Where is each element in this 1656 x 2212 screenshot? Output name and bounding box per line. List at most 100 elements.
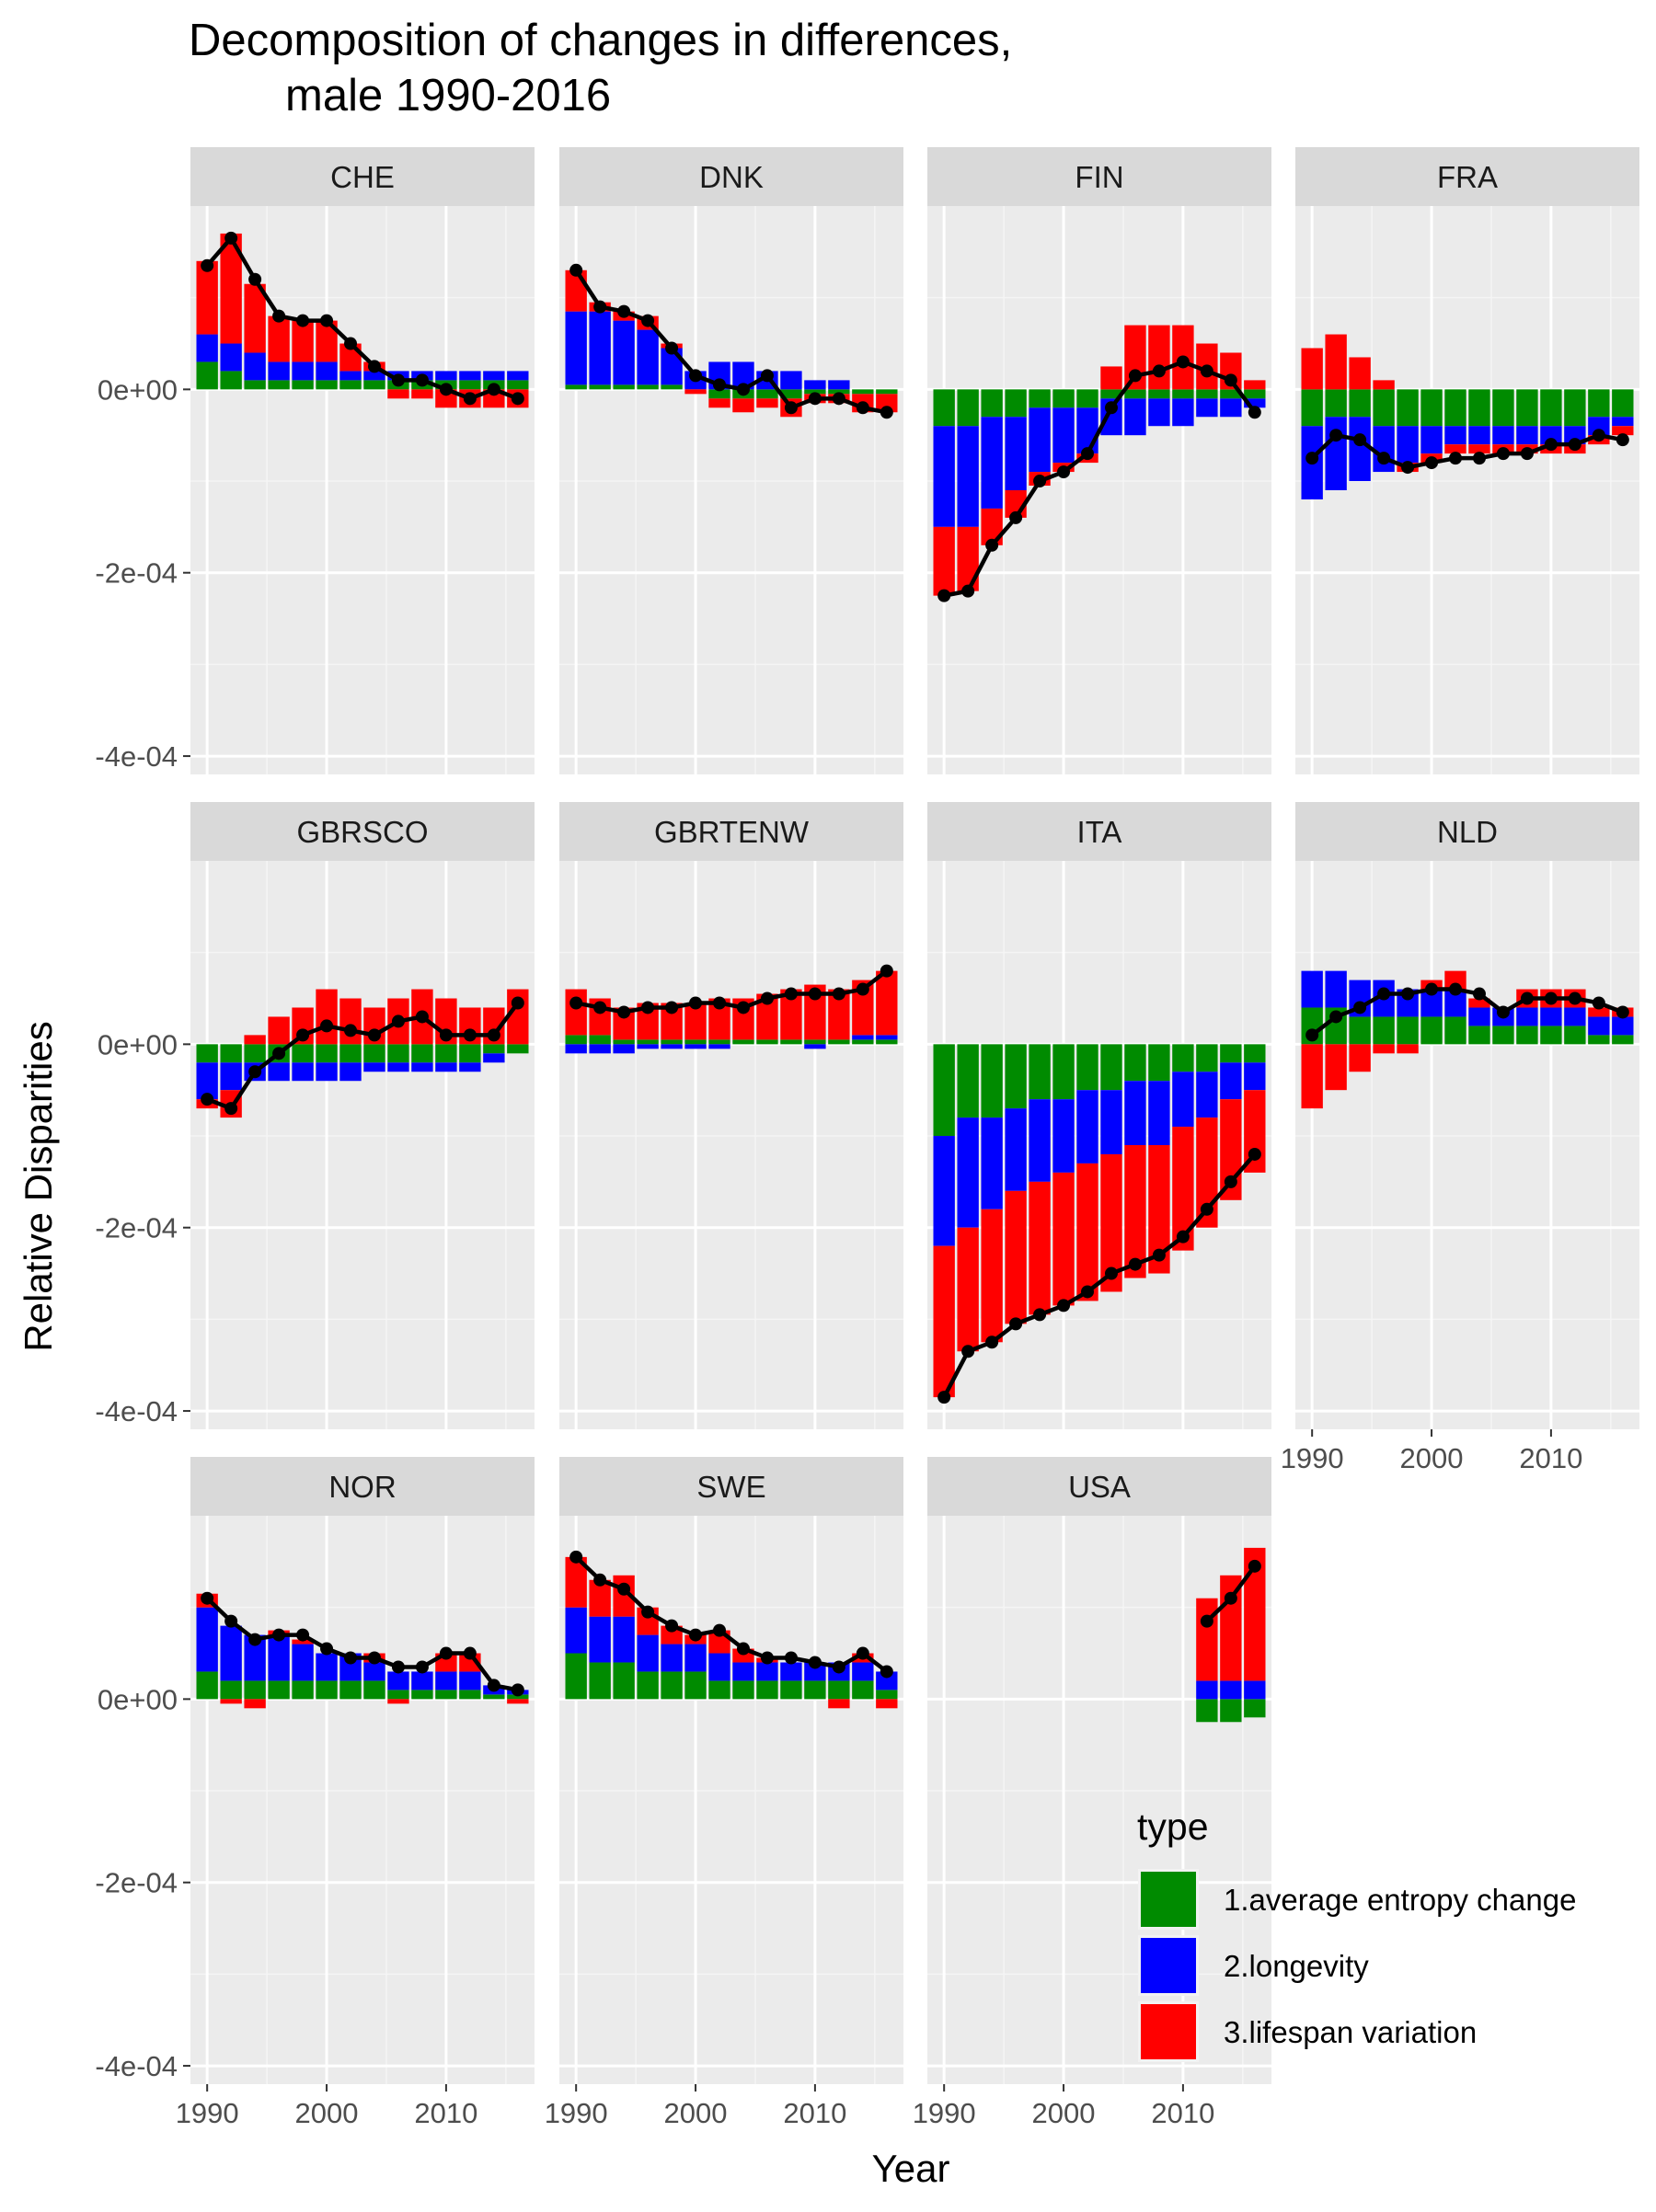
bar-longevity <box>316 1653 338 1681</box>
bar-average-entropy-change <box>1196 1044 1218 1072</box>
bar-longevity <box>363 1062 385 1072</box>
total-point <box>641 1605 655 1619</box>
bar-longevity <box>804 1662 826 1681</box>
bar-average-entropy-change <box>957 1044 979 1118</box>
bar-longevity <box>1076 1090 1098 1163</box>
total-point <box>224 1614 238 1628</box>
bar-average-entropy-change <box>339 1680 362 1700</box>
bar-average-entropy-change <box>483 1044 505 1054</box>
bar-average-entropy-change <box>828 1039 850 1045</box>
bar-longevity <box>363 371 385 381</box>
bar-average-entropy-change <box>804 1039 826 1045</box>
bar-longevity <box>316 1062 338 1082</box>
panel-ita: ITA <box>927 802 1271 1429</box>
total-point <box>937 589 951 602</box>
bar-lifespan-variation <box>1612 426 1634 436</box>
bar-longevity <box>316 361 338 381</box>
bar-average-entropy-change <box>732 1680 754 1700</box>
bar-lifespan-variation <box>1301 348 1323 390</box>
bar-lifespan-variation <box>483 389 505 408</box>
total-point <box>415 1660 429 1674</box>
bar-average-entropy-change <box>1124 1044 1146 1082</box>
bar-lifespan-variation <box>244 1699 266 1709</box>
bar-average-entropy-change <box>316 1044 338 1063</box>
bar-longevity <box>483 371 505 381</box>
total-point <box>391 373 405 387</box>
bar-lifespan-variation <box>1444 970 1466 990</box>
x-tick-label: 2010 <box>783 2097 846 2129</box>
total-point <box>1081 447 1095 461</box>
bar-lifespan-variation <box>1349 1044 1371 1072</box>
bar-longevity <box>1325 970 1347 1008</box>
bar-average-entropy-change <box>828 389 850 395</box>
total-point <box>1009 510 1023 524</box>
total-point <box>760 991 774 1005</box>
panel-nld: NLD 1990 2000 2010 <box>1281 802 1639 1474</box>
bar-average-entropy-change <box>507 1694 529 1700</box>
total-point <box>760 369 774 383</box>
bar-average-entropy-change <box>1005 1044 1027 1109</box>
total-point <box>1248 406 1261 419</box>
total-point <box>1377 452 1391 465</box>
bar-lifespan-variation <box>292 320 314 362</box>
bar-average-entropy-change <box>1220 1699 1242 1723</box>
total-point <box>569 1550 583 1564</box>
total-point <box>689 1628 703 1642</box>
bar-longevity <box>1148 398 1170 427</box>
bar-average-entropy-change <box>684 1039 707 1045</box>
bar-average-entropy-change <box>852 1680 874 1700</box>
bar-average-entropy-change <box>756 1039 778 1045</box>
bar-longevity <box>411 1062 433 1072</box>
bar-longevity <box>1172 1072 1194 1128</box>
total-point <box>1472 987 1486 1001</box>
total-point <box>593 300 607 314</box>
x-tick-label: 2010 <box>414 2097 477 2129</box>
bar-longevity <box>1029 1099 1051 1182</box>
panel-nor: NOR 0e+00 -2e-04 -4e-04 1990 2000 2010 <box>95 1457 535 2129</box>
y-tick-label: -4e-04 <box>95 740 178 773</box>
bar-longevity <box>1124 1081 1146 1145</box>
total-point <box>1305 1028 1319 1042</box>
bar-longevity <box>339 371 362 381</box>
bar-average-entropy-change <box>1172 1044 1194 1072</box>
total-point <box>272 309 286 323</box>
bar-longevity <box>1220 398 1242 418</box>
bar-lifespan-variation <box>268 1016 290 1045</box>
bar-average-entropy-change <box>1005 389 1027 418</box>
facet-strip-label: ITA <box>1077 815 1122 849</box>
bar-longevity <box>661 1044 683 1049</box>
bar-average-entropy-change <box>1076 389 1098 408</box>
bar-lifespan-variation <box>756 398 778 408</box>
total-point <box>320 1642 334 1656</box>
total-point <box>856 401 869 415</box>
total-point <box>1128 369 1142 383</box>
bar-average-entropy-change <box>828 1680 850 1700</box>
bar-longevity <box>565 1044 587 1054</box>
total-point <box>1616 433 1629 447</box>
panel-background <box>559 861 903 1429</box>
bar-lifespan-variation <box>411 389 433 399</box>
total-point <box>1057 465 1071 479</box>
bar-average-entropy-change <box>589 384 611 390</box>
bar-longevity <box>981 1117 1003 1209</box>
bar-longevity <box>613 1044 635 1054</box>
bar-average-entropy-change <box>459 380 481 390</box>
x-tick-label: 2010 <box>1151 2097 1214 2129</box>
total-point <box>713 996 727 1010</box>
bar-average-entropy-change <box>565 384 587 390</box>
total-point <box>880 1665 893 1679</box>
bar-longevity <box>1244 398 1266 408</box>
total-point <box>808 392 822 406</box>
bar-average-entropy-change <box>933 389 955 427</box>
total-point <box>961 584 975 598</box>
bar-average-entropy-change <box>1196 389 1218 399</box>
total-point <box>1057 1299 1071 1312</box>
bar-average-entropy-change <box>1397 389 1419 427</box>
bar-lifespan-variation <box>1148 1145 1170 1274</box>
panel-fin: FIN <box>927 147 1271 774</box>
bar-average-entropy-change <box>220 1044 242 1063</box>
bar-longevity <box>196 334 218 362</box>
facet-strip-label: FIN <box>1075 160 1123 194</box>
bar-longevity <box>220 1062 242 1091</box>
panel-background <box>190 861 535 1429</box>
